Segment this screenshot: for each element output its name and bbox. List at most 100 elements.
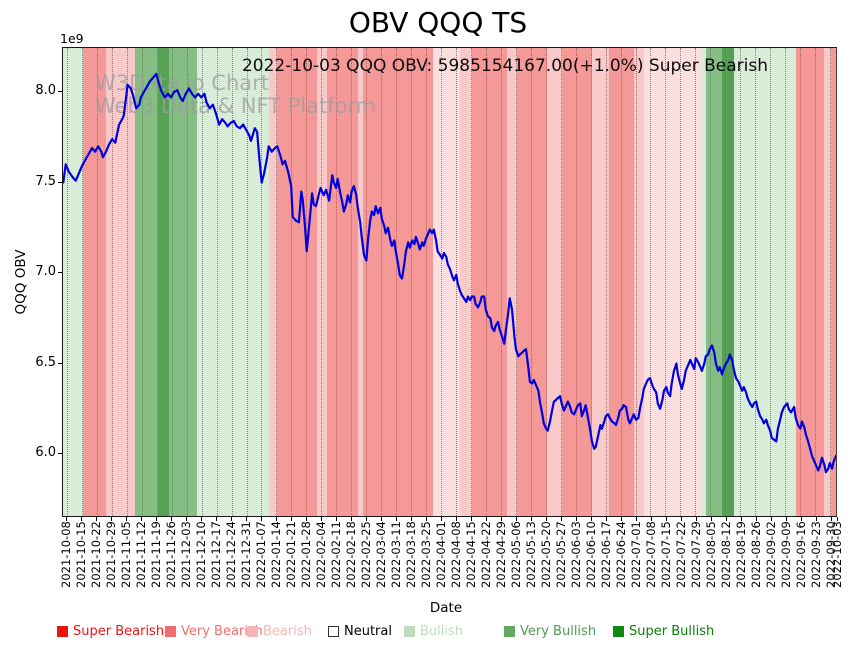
- sentiment-band: [644, 48, 702, 516]
- gridline: [441, 48, 443, 516]
- legend-item: Super Bearish: [57, 624, 164, 639]
- y-tick-mark: [58, 453, 62, 455]
- chart-title: OBV QQQ TS: [348, 6, 528, 39]
- sentiment-band: [634, 48, 645, 516]
- x-tick-label: 2021-11-05: [119, 521, 133, 588]
- y-tick-label: 6.5: [35, 354, 56, 370]
- x-tick-label: 2021-12-03: [179, 521, 193, 588]
- legend-label: Bullish: [420, 624, 464, 639]
- gridline: [836, 48, 837, 516]
- gridline: [366, 48, 368, 516]
- gridline: [620, 48, 622, 516]
- x-tick-mark: [560, 517, 562, 521]
- gridline: [770, 48, 772, 516]
- sentiment-band: [357, 48, 363, 516]
- y-tick-mark: [58, 90, 62, 92]
- gridline: [336, 48, 338, 516]
- gridline: [470, 48, 472, 516]
- x-tick-mark: [725, 517, 727, 521]
- x-tick-label: 2021-10-22: [89, 521, 103, 588]
- x-tick-label: 2022-01-28: [299, 521, 313, 588]
- sentiment-band: [196, 48, 269, 516]
- x-tick-label: 2022-04-15: [464, 521, 478, 588]
- x-tick-label: 2022-05-27: [554, 521, 568, 588]
- legend-item: Bearish: [247, 624, 312, 639]
- x-tick-mark: [290, 517, 292, 521]
- x-tick-label: 2022-04-22: [479, 521, 493, 588]
- x-tick-mark: [95, 517, 97, 521]
- x-tick-mark: [800, 517, 802, 521]
- legend-item: Neutral: [328, 624, 392, 639]
- legend-swatch: [613, 626, 624, 637]
- x-tick-mark: [110, 517, 112, 521]
- x-tick-label: 2022-08-05: [704, 521, 718, 588]
- x-tick-label: 2022-04-08: [449, 521, 463, 588]
- legend-label: Super Bullish: [629, 624, 715, 639]
- x-tick-label: 2022-08-26: [749, 521, 763, 588]
- legend-label: Neutral: [344, 624, 392, 639]
- sentiment-band: [327, 48, 358, 516]
- x-tick-label: 2022-03-04: [374, 521, 388, 588]
- sentiment-band: [591, 48, 609, 516]
- x-tick-mark: [305, 517, 307, 521]
- x-tick-mark: [275, 517, 277, 521]
- x-tick-label: 2022-05-06: [509, 521, 523, 588]
- x-tick-mark: [830, 517, 832, 521]
- x-tick-mark: [155, 517, 157, 521]
- x-tick-label: 2022-10-03: [830, 521, 844, 588]
- x-tick-label: 2022-09-16: [794, 521, 808, 588]
- x-tick-mark: [515, 517, 517, 521]
- gridline: [530, 48, 532, 516]
- gridline: [126, 48, 128, 516]
- gridline: [396, 48, 398, 516]
- plot-area: [62, 47, 837, 517]
- y-tick-mark: [58, 272, 62, 274]
- x-tick-label: 2022-07-22: [674, 521, 688, 588]
- gridline: [291, 48, 293, 516]
- x-tick-label: 2021-12-31: [239, 521, 253, 588]
- x-tick-label: 2022-07-15: [659, 521, 673, 588]
- x-tick-mark: [65, 517, 67, 521]
- gridline: [545, 48, 547, 516]
- sentiment-band: [168, 48, 197, 516]
- gridline: [411, 48, 413, 516]
- x-tick-mark: [425, 517, 427, 521]
- x-tick-mark: [320, 517, 322, 521]
- gridline: [665, 48, 667, 516]
- x-tick-mark: [710, 517, 712, 521]
- x-tick-label: 2022-06-24: [614, 521, 628, 588]
- x-tick-mark: [635, 517, 637, 521]
- y-tick-label: 7.5: [35, 173, 56, 189]
- x-tick-mark: [125, 517, 127, 521]
- gridline: [650, 48, 652, 516]
- legend-swatch: [504, 626, 515, 637]
- x-tick-label: 2021-12-10: [194, 521, 208, 588]
- gridline: [351, 48, 353, 516]
- x-tick-mark: [260, 517, 262, 521]
- sentiment-band: [706, 48, 722, 516]
- x-tick-mark: [470, 517, 472, 521]
- gridline: [261, 48, 263, 516]
- x-tick-label: 2022-08-12: [719, 521, 733, 588]
- gridline: [66, 48, 68, 516]
- sentiment-band: [134, 48, 159, 516]
- y-tick-label: 6.0: [35, 445, 56, 461]
- x-tick-label: 2022-05-13: [524, 521, 538, 588]
- gridline: [725, 48, 727, 516]
- gridline: [201, 48, 203, 516]
- x-tick-label: 2021-10-29: [104, 521, 118, 588]
- gridline: [635, 48, 637, 516]
- x-tick-mark: [545, 517, 547, 521]
- sentiment-band: [433, 48, 461, 516]
- x-tick-mark: [815, 517, 817, 521]
- sentiment-band: [831, 48, 836, 516]
- x-tick-mark: [80, 517, 82, 521]
- x-tick-label: 2022-09-09: [779, 521, 793, 588]
- legend-item: Super Bullish: [613, 624, 714, 639]
- gridline: [590, 48, 592, 516]
- x-axis-label: Date: [429, 600, 463, 616]
- gridline: [560, 48, 562, 516]
- sentiment-band: [268, 48, 278, 516]
- legend-swatch: [328, 626, 339, 637]
- gridline: [680, 48, 682, 516]
